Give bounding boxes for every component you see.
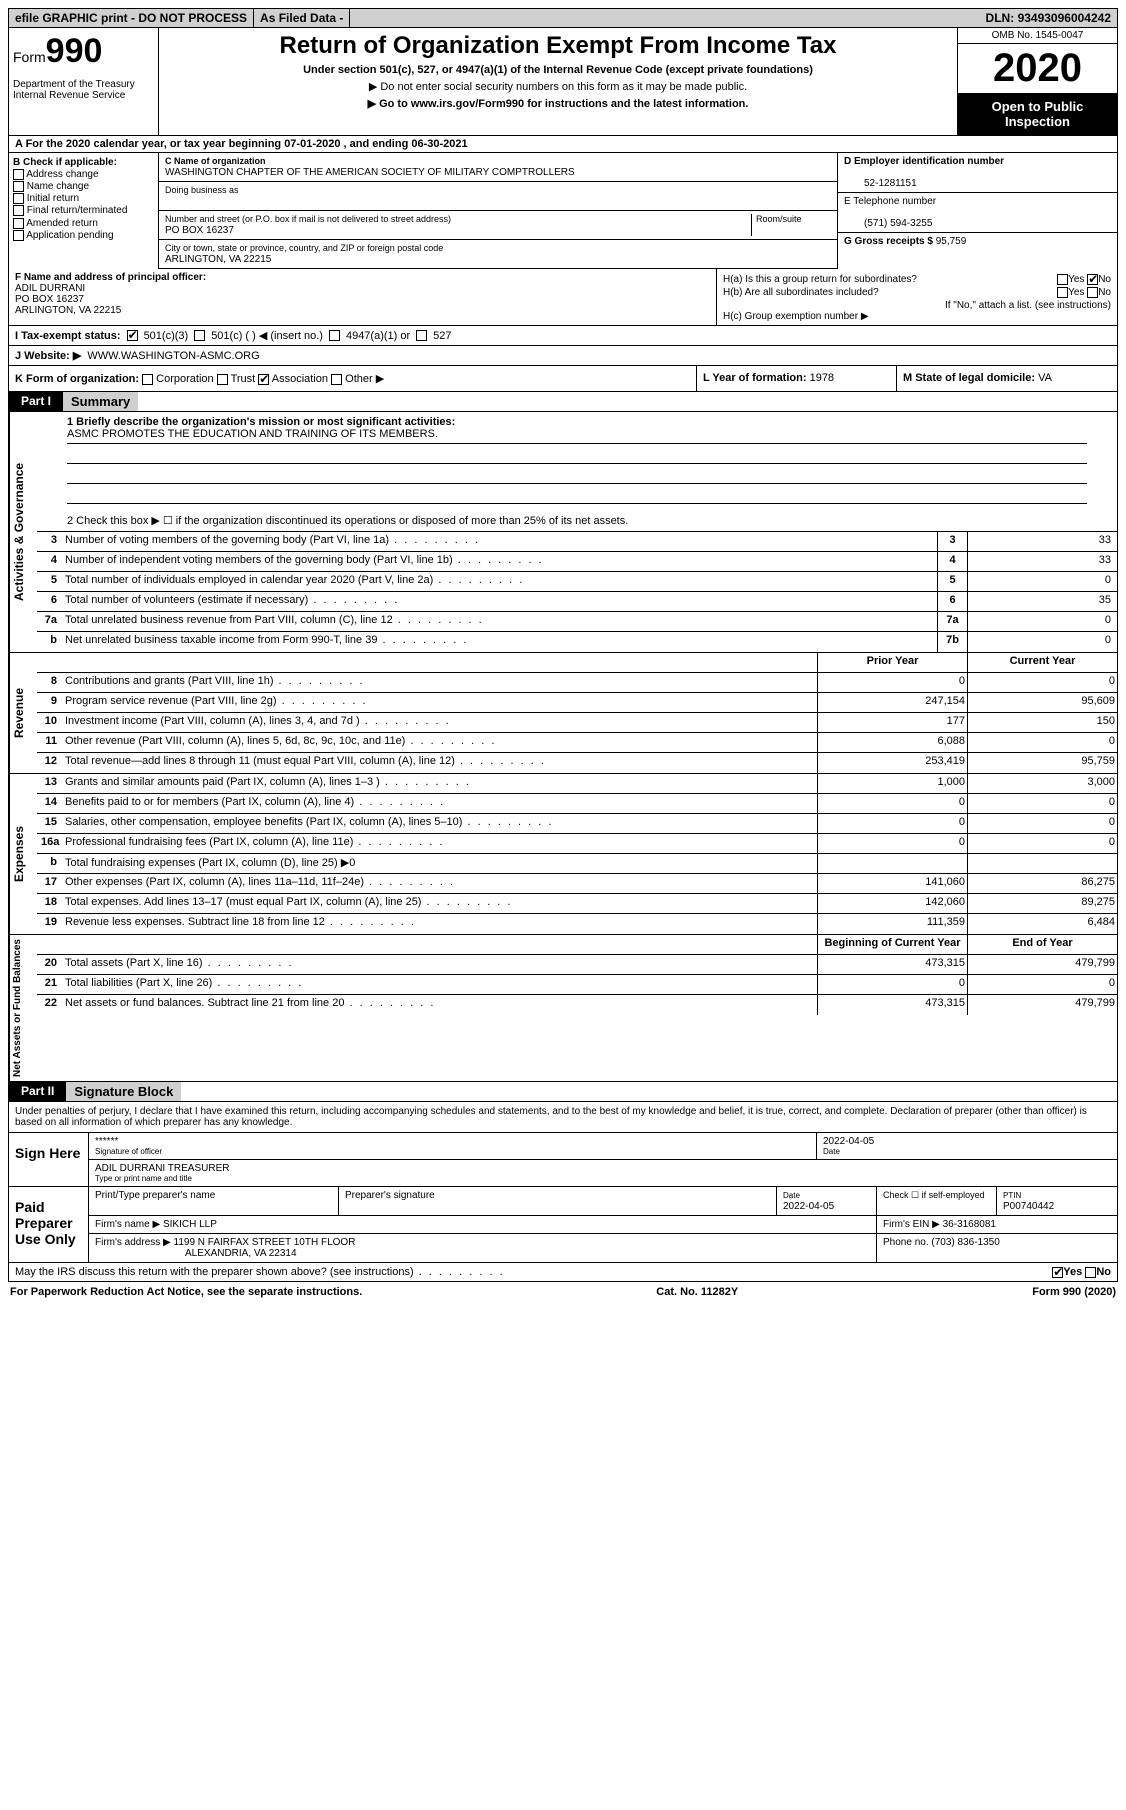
gov-line-7a: 7aTotal unrelated business revenue from …	[37, 612, 1117, 632]
exp-line-16a: 16aProfessional fundraising fees (Part I…	[37, 834, 1117, 854]
section-b: B Check if applicable: Address change Na…	[9, 153, 159, 269]
rev-line-12: 12Total revenue—add lines 8 through 11 (…	[37, 753, 1117, 773]
section-d-e-g: D Employer identification number52-12811…	[837, 153, 1117, 269]
section-f: F Name and address of principal officer:…	[9, 269, 717, 325]
exp-line-19: 19Revenue less expenses. Subtract line 1…	[37, 914, 1117, 934]
part1-title: Summary	[63, 392, 138, 411]
rev-line-11: 11Other revenue (Part VIII, column (A), …	[37, 733, 1117, 753]
gov-line-6: 6Total number of volunteers (estimate if…	[37, 592, 1117, 612]
part2-title: Signature Block	[66, 1082, 181, 1101]
omb-number: OMB No. 1545-0047	[958, 28, 1117, 44]
bal-line-22: 22Net assets or fund balances. Subtract …	[37, 995, 1117, 1015]
gov-line-4: 4Number of independent voting members of…	[37, 552, 1117, 572]
summary-governance: Activities & Governance 1 Briefly descri…	[8, 412, 1118, 653]
form-subtitle: Under section 501(c), 527, or 4947(a)(1)…	[167, 64, 949, 76]
row-klm: K Form of organization: Corporation Trus…	[8, 366, 1118, 392]
exp-line-14: 14Benefits paid to or for members (Part …	[37, 794, 1117, 814]
exp-line-18: 18Total expenses. Add lines 13–17 (must …	[37, 894, 1117, 914]
gov-line-7b: bNet unrelated business taxable income f…	[37, 632, 1117, 652]
rev-line-9: 9Program service revenue (Part VIII, lin…	[37, 693, 1117, 713]
exp-line-b: bTotal fundraising expenses (Part IX, co…	[37, 854, 1117, 874]
open-inspection: Open to Public Inspection	[958, 93, 1117, 135]
dept-treasury: Department of the Treasury Internal Reve…	[13, 79, 154, 101]
summary-expenses: Expenses 13Grants and similar amounts pa…	[8, 774, 1118, 935]
part1-tag: Part I	[9, 392, 63, 411]
exp-line-17: 17Other expenses (Part IX, column (A), l…	[37, 874, 1117, 894]
form-number: Form990	[13, 32, 154, 71]
form-header: Form990 Department of the Treasury Inter…	[8, 28, 1118, 136]
rev-line-10: 10Investment income (Part VIII, column (…	[37, 713, 1117, 733]
summary-balances: Net Assets or Fund Balances Beginning of…	[8, 935, 1118, 1082]
gov-line-3: 3Number of voting members of the governi…	[37, 532, 1117, 552]
page-footer: For Paperwork Reduction Act Notice, see …	[8, 1282, 1118, 1302]
tax-year: 2020	[958, 44, 1117, 93]
dln: DLN: 93493096004242	[980, 9, 1117, 27]
irs-discuss: May the IRS discuss this return with the…	[8, 1263, 1118, 1282]
exp-line-13: 13Grants and similar amounts paid (Part …	[37, 774, 1117, 794]
top-bar: efile GRAPHIC print - DO NOT PROCESS As …	[8, 8, 1118, 28]
signature-block: Under penalties of perjury, I declare th…	[8, 1102, 1118, 1263]
section-h: H(a) Is this a group return for subordin…	[717, 269, 1117, 325]
row-i-tax-status: I Tax-exempt status: 501(c)(3) 501(c) ( …	[8, 326, 1118, 346]
section-c: C Name of organizationWASHINGTON CHAPTER…	[159, 153, 837, 269]
url-note: ▶ Go to www.irs.gov/Form990 for instruct…	[167, 97, 949, 110]
as-filed: As Filed Data -	[254, 9, 350, 27]
gov-line-5: 5Total number of individuals employed in…	[37, 572, 1117, 592]
form-title: Return of Organization Exempt From Incom…	[167, 32, 949, 60]
row-j-website: J Website: ▶ WWW.WASHINGTON-ASMC.ORG	[8, 346, 1118, 366]
efile-notice: efile GRAPHIC print - DO NOT PROCESS	[9, 9, 254, 27]
rev-line-8: 8Contributions and grants (Part VIII, li…	[37, 673, 1117, 693]
summary-revenue: Revenue Prior YearCurrent Year 8Contribu…	[8, 653, 1118, 774]
exp-line-15: 15Salaries, other compensation, employee…	[37, 814, 1117, 834]
ssn-note: ▶ Do not enter social security numbers o…	[167, 80, 949, 93]
bal-line-21: 21Total liabilities (Part X, line 26) 0 …	[37, 975, 1117, 995]
part2-tag: Part II	[9, 1082, 66, 1101]
row-a-tax-year: A For the 2020 calendar year, or tax yea…	[8, 136, 1118, 153]
bal-line-20: 20Total assets (Part X, line 16) 473,315…	[37, 955, 1117, 975]
